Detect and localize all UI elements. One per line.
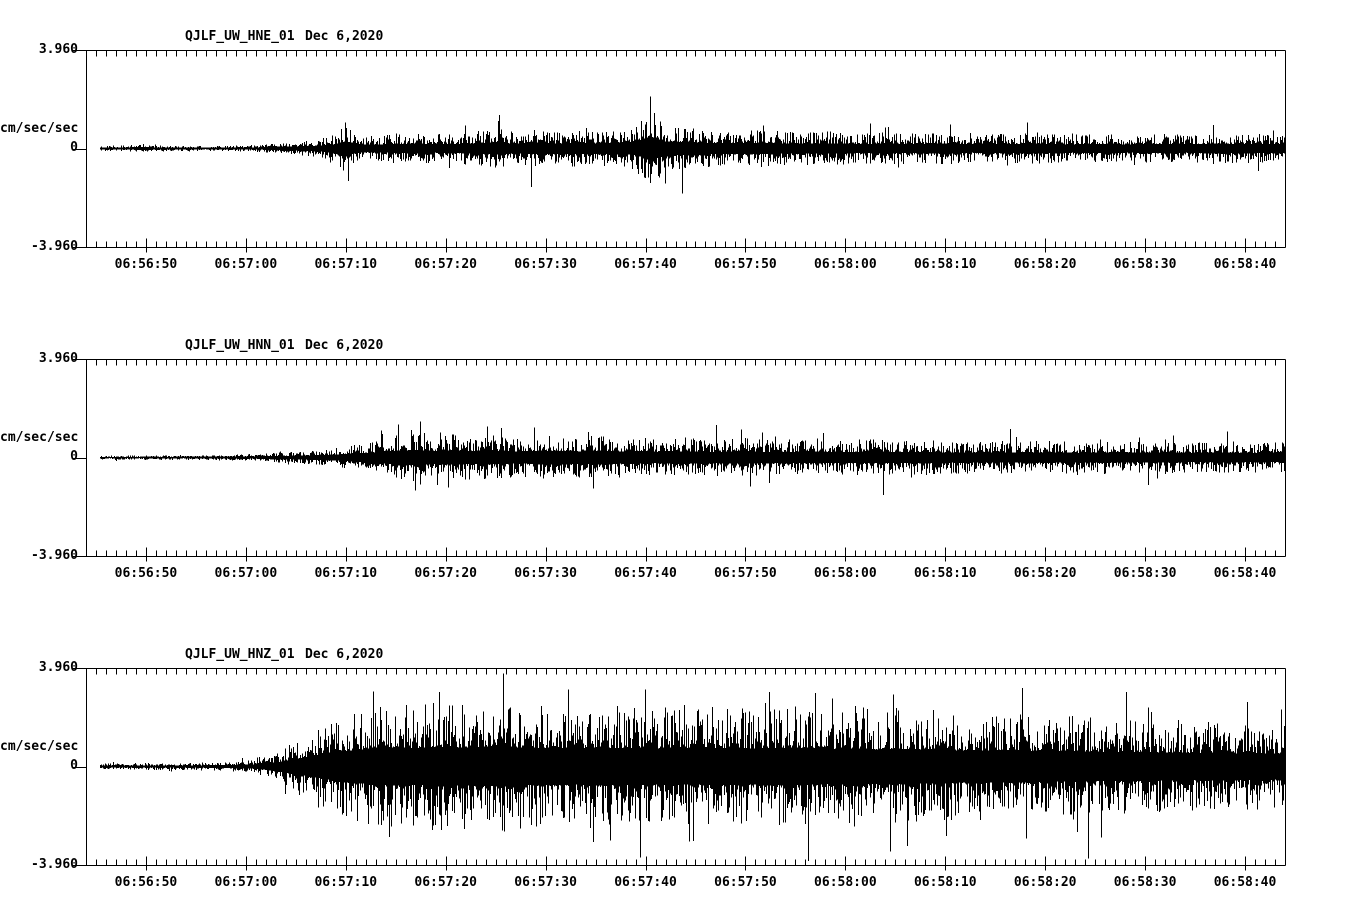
time-tick-label: 06:57:20	[414, 875, 477, 890]
time-tick-label: 06:57:10	[314, 875, 378, 890]
time-tick-label: 06:57:40	[614, 875, 677, 890]
time-tick-label: 06:58:20	[1013, 566, 1077, 581]
time-tick-label: 06:57:30	[514, 566, 577, 581]
time-tick-label: 06:57:00	[214, 566, 278, 581]
time-tick-label: 06:58:30	[1113, 566, 1177, 581]
time-tick-label: 06:57:50	[714, 875, 777, 890]
time-tick-label: 06:58:00	[814, 257, 877, 272]
station-label: QJLF_UW_HNE_01	[185, 29, 295, 44]
station-label: QJLF_UW_HNZ_01	[185, 647, 295, 662]
time-tick-label: 06:57:20	[414, 566, 477, 581]
y-max-label: 3.960	[38, 42, 78, 57]
y-min-label: -3.960	[31, 548, 78, 563]
panel-title: QJLF_UW_HNE_01 Dec 6,2020	[185, 29, 685, 45]
time-tick-label: 06:57:30	[514, 257, 577, 272]
time-tick-label: 06:57:10	[314, 257, 378, 272]
time-tick-label: 06:56:50	[114, 875, 178, 890]
y-zero-label: 0	[70, 140, 78, 155]
time-tick-label: 06:56:50	[114, 566, 178, 581]
y-zero-label: 0	[70, 449, 78, 464]
time-tick-label: 06:57:10	[314, 566, 378, 581]
time-tick-label: 06:56:50	[114, 257, 178, 272]
time-tick-label: 06:58:30	[1113, 257, 1177, 272]
time-axis-labels: 06:56:50 06:57:00 06:57:10 06:57:20 06:57:30…	[0, 566, 1358, 582]
time-tick-label: 06:58:00	[814, 875, 877, 890]
time-axis-labels: 06:56:50 06:57:00 06:57:10 06:57:20 06:57:30…	[0, 875, 1358, 891]
y-units-label: cm/sec/sec	[0, 739, 79, 754]
time-tick-label: 06:57:40	[614, 566, 677, 581]
panel-title: QJLF_UW_HNZ_01 Dec 6,2020	[185, 647, 685, 663]
y-zero-label: 0	[70, 758, 78, 773]
time-tick-label: 06:57:40	[614, 257, 677, 272]
time-tick-label: 06:58:40	[1213, 875, 1277, 890]
time-tick-label: 06:58:10	[913, 257, 977, 272]
time-axis-labels: 06:56:50 06:57:00 06:57:10 06:57:20 06:57:30…	[0, 257, 1358, 273]
time-tick-label: 06:58:20	[1013, 257, 1077, 272]
time-tick-label: 06:57:20	[414, 257, 477, 272]
time-tick-label: 06:57:30	[514, 875, 577, 890]
time-tick-label: 06:58:30	[1113, 875, 1177, 890]
y-units-label: cm/sec/sec	[0, 121, 79, 136]
station-label: QJLF_UW_HNN_01	[185, 338, 295, 353]
date-label: Dec 6,2020	[305, 29, 384, 44]
time-tick-label: 06:58:10	[913, 875, 977, 890]
time-tick-label: 06:58:10	[913, 566, 977, 581]
y-min-label: -3.960	[31, 239, 78, 254]
time-tick-label: 06:58:40	[1213, 257, 1277, 272]
time-tick-label: 06:58:40	[1213, 566, 1277, 581]
time-tick-label: 06:57:00	[214, 257, 278, 272]
y-max-label: 3.960	[38, 660, 78, 675]
time-tick-label: 06:57:50	[714, 257, 777, 272]
y-min-label: -3.960	[31, 857, 78, 872]
panel-title: QJLF_UW_HNN_01 Dec 6,2020	[185, 338, 685, 354]
date-label: Dec 6,2020	[305, 338, 384, 353]
time-tick-label: 06:57:00	[214, 875, 278, 890]
time-tick-label: 06:58:20	[1013, 875, 1077, 890]
time-tick-label: 06:58:00	[814, 566, 877, 581]
time-tick-label: 06:57:50	[714, 566, 777, 581]
y-max-label: 3.960	[38, 351, 78, 366]
date-label: Dec 6,2020	[305, 647, 384, 662]
y-units-label: cm/sec/sec	[0, 430, 79, 445]
